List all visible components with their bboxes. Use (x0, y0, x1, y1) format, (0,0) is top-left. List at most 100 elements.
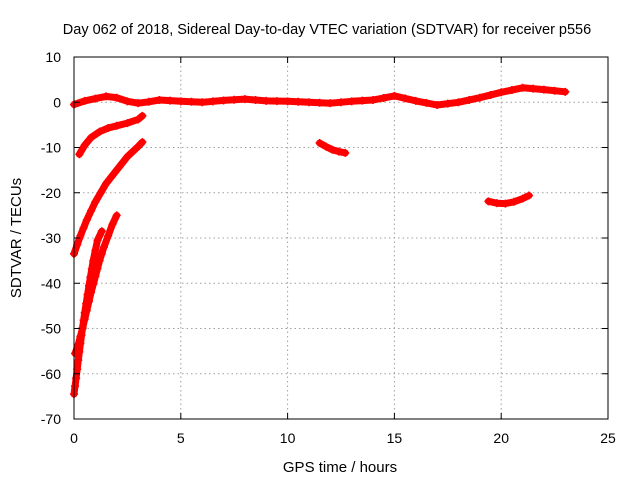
data-point (87, 288, 96, 297)
y-tick-label: -50 (41, 321, 61, 337)
data-point (166, 96, 175, 105)
data-point (208, 97, 217, 106)
data-point (529, 84, 538, 93)
data-point (97, 227, 106, 236)
data-point (347, 97, 356, 106)
data-point (76, 231, 85, 240)
y-tick-label: -30 (41, 230, 61, 246)
x-tick-label: 10 (280, 430, 296, 446)
data-point (433, 100, 442, 109)
data-point (486, 91, 495, 100)
axis-ticks (73, 56, 609, 420)
data-point (87, 133, 96, 142)
data-point (93, 236, 102, 245)
data-point (422, 98, 431, 107)
data-point (358, 96, 367, 105)
data-point (155, 95, 164, 104)
data-point (82, 215, 91, 224)
data-point (87, 206, 96, 215)
data-point (304, 98, 313, 107)
series-arc-b (70, 138, 147, 258)
data-point (322, 142, 331, 151)
y-tick-label: 0 (53, 94, 61, 110)
data-point (230, 95, 239, 104)
data-point (326, 99, 335, 108)
data-point (104, 124, 113, 133)
data-point (108, 220, 117, 229)
y-tick-labels: -70 -60 -50 -40 -30 -20 -10 0 10 (41, 49, 61, 427)
series-main-near-zero (70, 83, 570, 109)
series-arc-d (71, 211, 121, 358)
data-point (95, 127, 104, 136)
data-point (97, 249, 106, 258)
y-axis-label: SDTVAR / TECUs (8, 178, 25, 298)
data-point (107, 172, 116, 181)
y-tick-label: -40 (41, 275, 61, 291)
data-point (492, 199, 501, 208)
x-tick-label: 0 (70, 430, 78, 446)
x-tick-label: 20 (493, 430, 509, 446)
data-point (80, 141, 89, 150)
data-point (112, 166, 121, 175)
data-point (99, 243, 108, 252)
data-point (341, 148, 350, 157)
data-point (411, 96, 420, 105)
data-point (507, 86, 516, 95)
data-point (369, 95, 378, 104)
data-point (134, 142, 143, 151)
data-point (73, 365, 82, 374)
data-series (70, 83, 570, 399)
data-point (443, 99, 452, 108)
data-point (91, 94, 100, 103)
data-point (475, 93, 484, 102)
y-tick-label: -60 (41, 366, 61, 382)
data-point (294, 97, 303, 106)
data-point (91, 197, 100, 206)
data-point (561, 87, 570, 96)
data-point (465, 95, 474, 104)
data-point (390, 91, 399, 100)
y-tick-label: -20 (41, 185, 61, 201)
data-point (95, 256, 104, 265)
data-point (112, 211, 121, 220)
data-point (76, 332, 85, 341)
y-tick-label: -70 (41, 411, 61, 427)
data-point (91, 246, 100, 255)
x-tick-label: 25 (600, 430, 616, 446)
series-arc-f (484, 191, 533, 208)
data-point (79, 223, 88, 232)
data-point (112, 121, 121, 130)
data-point (337, 98, 345, 107)
series-arc-e (315, 138, 350, 157)
chart-title: Day 062 of 2018, Sidereal Day-to-day VTE… (63, 22, 591, 38)
data-point (187, 97, 196, 106)
data-point (138, 138, 147, 147)
data-point (240, 95, 249, 104)
data-point (510, 197, 519, 206)
data-point (112, 93, 121, 102)
data-point (262, 96, 271, 105)
data-point (501, 199, 510, 208)
data-point (102, 179, 111, 188)
data-point (334, 147, 343, 156)
y-tick-label: -10 (41, 140, 61, 156)
data-point (283, 97, 292, 106)
x-tick-label: 15 (387, 430, 403, 446)
data-point (272, 97, 281, 106)
data-point (128, 147, 137, 156)
data-point (75, 150, 84, 159)
data-point (454, 98, 463, 107)
data-point (89, 280, 98, 289)
data-point (198, 98, 207, 107)
data-point (379, 93, 388, 102)
data-point (315, 98, 324, 107)
data-point (73, 240, 82, 249)
data-point (484, 197, 493, 206)
data-point (539, 85, 548, 94)
data-point (138, 111, 147, 120)
data-point (96, 188, 105, 197)
data-point (80, 315, 89, 324)
data-point (74, 340, 83, 349)
data-point (518, 83, 527, 92)
